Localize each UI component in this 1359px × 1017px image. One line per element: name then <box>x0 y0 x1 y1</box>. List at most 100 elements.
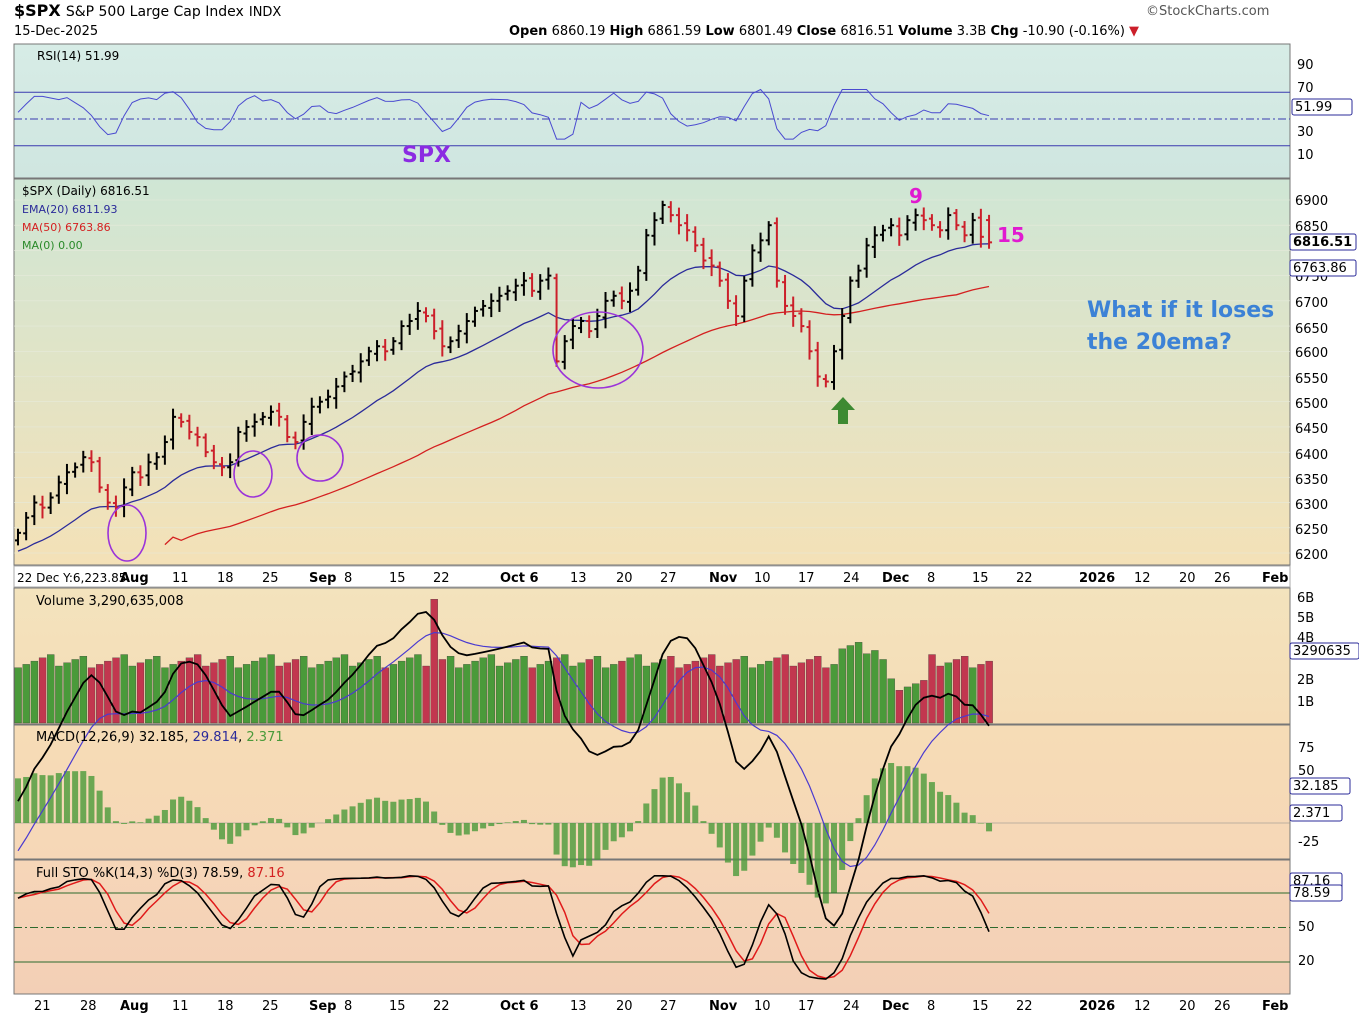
ohlc-bar <box>839 308 846 360</box>
volume-bar <box>512 659 520 724</box>
x-axis-label-bottom: Oct 6 <box>500 999 539 1014</box>
ohlc-bar <box>627 282 633 313</box>
ohlc-bar <box>284 415 291 443</box>
ema20-line <box>17 243 990 552</box>
ohlc-bar <box>276 402 283 427</box>
volume-bar <box>414 654 422 724</box>
volume-bar <box>634 654 642 724</box>
x-axis-label-bottom: 8 <box>344 999 352 1014</box>
macd-histogram-bar <box>928 782 935 823</box>
macd-histogram-bar <box>692 805 699 823</box>
macd-histogram-bar <box>667 776 674 823</box>
ohlc-bar <box>969 212 976 244</box>
volume-bar <box>789 665 797 724</box>
macd-histogram-bar <box>341 809 348 823</box>
ohlc-bar <box>55 475 62 504</box>
volume-bar <box>879 659 887 724</box>
ma50-line <box>164 285 990 546</box>
ohlc-bar <box>80 450 87 473</box>
volume-bar <box>846 645 855 724</box>
volume-bar <box>903 686 912 724</box>
x-axis-label-top: Oct 6 <box>500 571 539 586</box>
volume-bar <box>308 667 316 724</box>
ohlc-bar <box>814 341 821 387</box>
ohlc-bar <box>300 414 307 450</box>
x-axis-label-top: 27 <box>660 571 677 586</box>
ohlc-bar <box>724 273 731 309</box>
ohlc-bar <box>945 207 952 240</box>
ohlc-bar <box>928 214 935 231</box>
volume-bar <box>291 659 300 724</box>
ohlc-bar <box>504 285 511 301</box>
up-arrow-icon <box>831 397 855 424</box>
macd-histogram-bar <box>912 767 919 823</box>
ohlc-bar <box>912 208 919 231</box>
macd-histogram-bar <box>773 823 780 838</box>
volume-tick-label: 2B <box>1297 673 1314 688</box>
volume-bar <box>757 664 765 724</box>
macd-histogram-bar <box>39 775 46 823</box>
ohlc-bar <box>471 306 478 327</box>
x-axis-label-bottom: 22 <box>433 999 450 1014</box>
x-axis-label-bottom: 15 <box>389 999 406 1014</box>
ohlc-bar <box>961 221 968 243</box>
macd-histogram-bar <box>945 795 952 823</box>
exchange: INDX <box>248 5 282 20</box>
macd-hist-value-box <box>1289 804 1343 822</box>
ohlc-bar <box>161 435 168 465</box>
macd-histogram-bar <box>839 823 846 870</box>
ohlc-bar <box>700 237 707 270</box>
volume-bar <box>38 657 47 724</box>
ohlc-bar <box>39 495 46 519</box>
price-tick-label: 6700 <box>1295 296 1328 311</box>
volume-bar <box>667 656 675 724</box>
x-axis-label-bottom: 20 <box>1179 999 1196 1014</box>
volume-bar <box>55 665 63 724</box>
x-axis-label-bottom: Dec <box>882 999 909 1014</box>
note-line-1: What if it loses <box>1087 298 1274 323</box>
x-axis-left-readout: 22 Dec Y:6,223.85 <box>17 571 126 585</box>
volume-bar <box>128 665 136 724</box>
volume-bar <box>479 657 487 724</box>
macd-histogram-bar <box>88 775 95 823</box>
ohlc-bar <box>871 226 878 258</box>
volume-bar <box>251 660 259 724</box>
ohlc-bar <box>96 456 103 493</box>
ohlc-bar <box>292 431 299 450</box>
sto-k-value: 78.59 <box>1293 886 1330 901</box>
rsi-tick-label: 10 <box>1297 148 1314 163</box>
rsi-tick-label: 30 <box>1297 125 1314 140</box>
annotation-circles <box>107 311 644 562</box>
volume-bar <box>136 662 145 724</box>
sto-k-line <box>17 874 990 980</box>
ohlc-bar <box>659 200 666 224</box>
ohlc-bar <box>137 465 144 486</box>
x-axis-label-bottom: 17 <box>798 999 815 1014</box>
macd-histogram-bar <box>855 818 862 823</box>
volume-bar <box>63 662 71 724</box>
volume-bar <box>87 667 96 724</box>
ohlc-bar <box>610 290 617 307</box>
ohlc-bar <box>423 307 429 323</box>
ohlc-bar <box>757 232 764 262</box>
ohlc-bar <box>798 308 805 333</box>
macd-histogram-bar <box>488 823 495 827</box>
ohlc-bar <box>382 339 389 361</box>
x-axis-label-top: 26 <box>1214 571 1231 586</box>
macd-histogram-bar <box>659 777 666 823</box>
ohlc-line: Open 6860.19 High 6861.59 Low 6801.49 Cl… <box>509 24 1140 39</box>
macd-histogram-bar <box>863 795 870 823</box>
volume-bar <box>797 662 806 724</box>
ohlc-bar <box>635 265 642 296</box>
ohlc-bar <box>822 374 829 388</box>
volume-bar <box>912 683 920 724</box>
macd-tick-label: 50 <box>1298 764 1315 779</box>
volume-bar <box>732 659 740 724</box>
volume-bar <box>316 664 324 724</box>
rsi-tick-label: 70 <box>1297 81 1314 96</box>
price-tick-label: 6900 <box>1295 194 1328 209</box>
rsi-panel <box>13 43 1291 179</box>
ohlc-bar <box>782 274 789 315</box>
macd-histogram-bar <box>471 823 478 832</box>
x-axis-label-top: Feb <box>1262 571 1288 586</box>
